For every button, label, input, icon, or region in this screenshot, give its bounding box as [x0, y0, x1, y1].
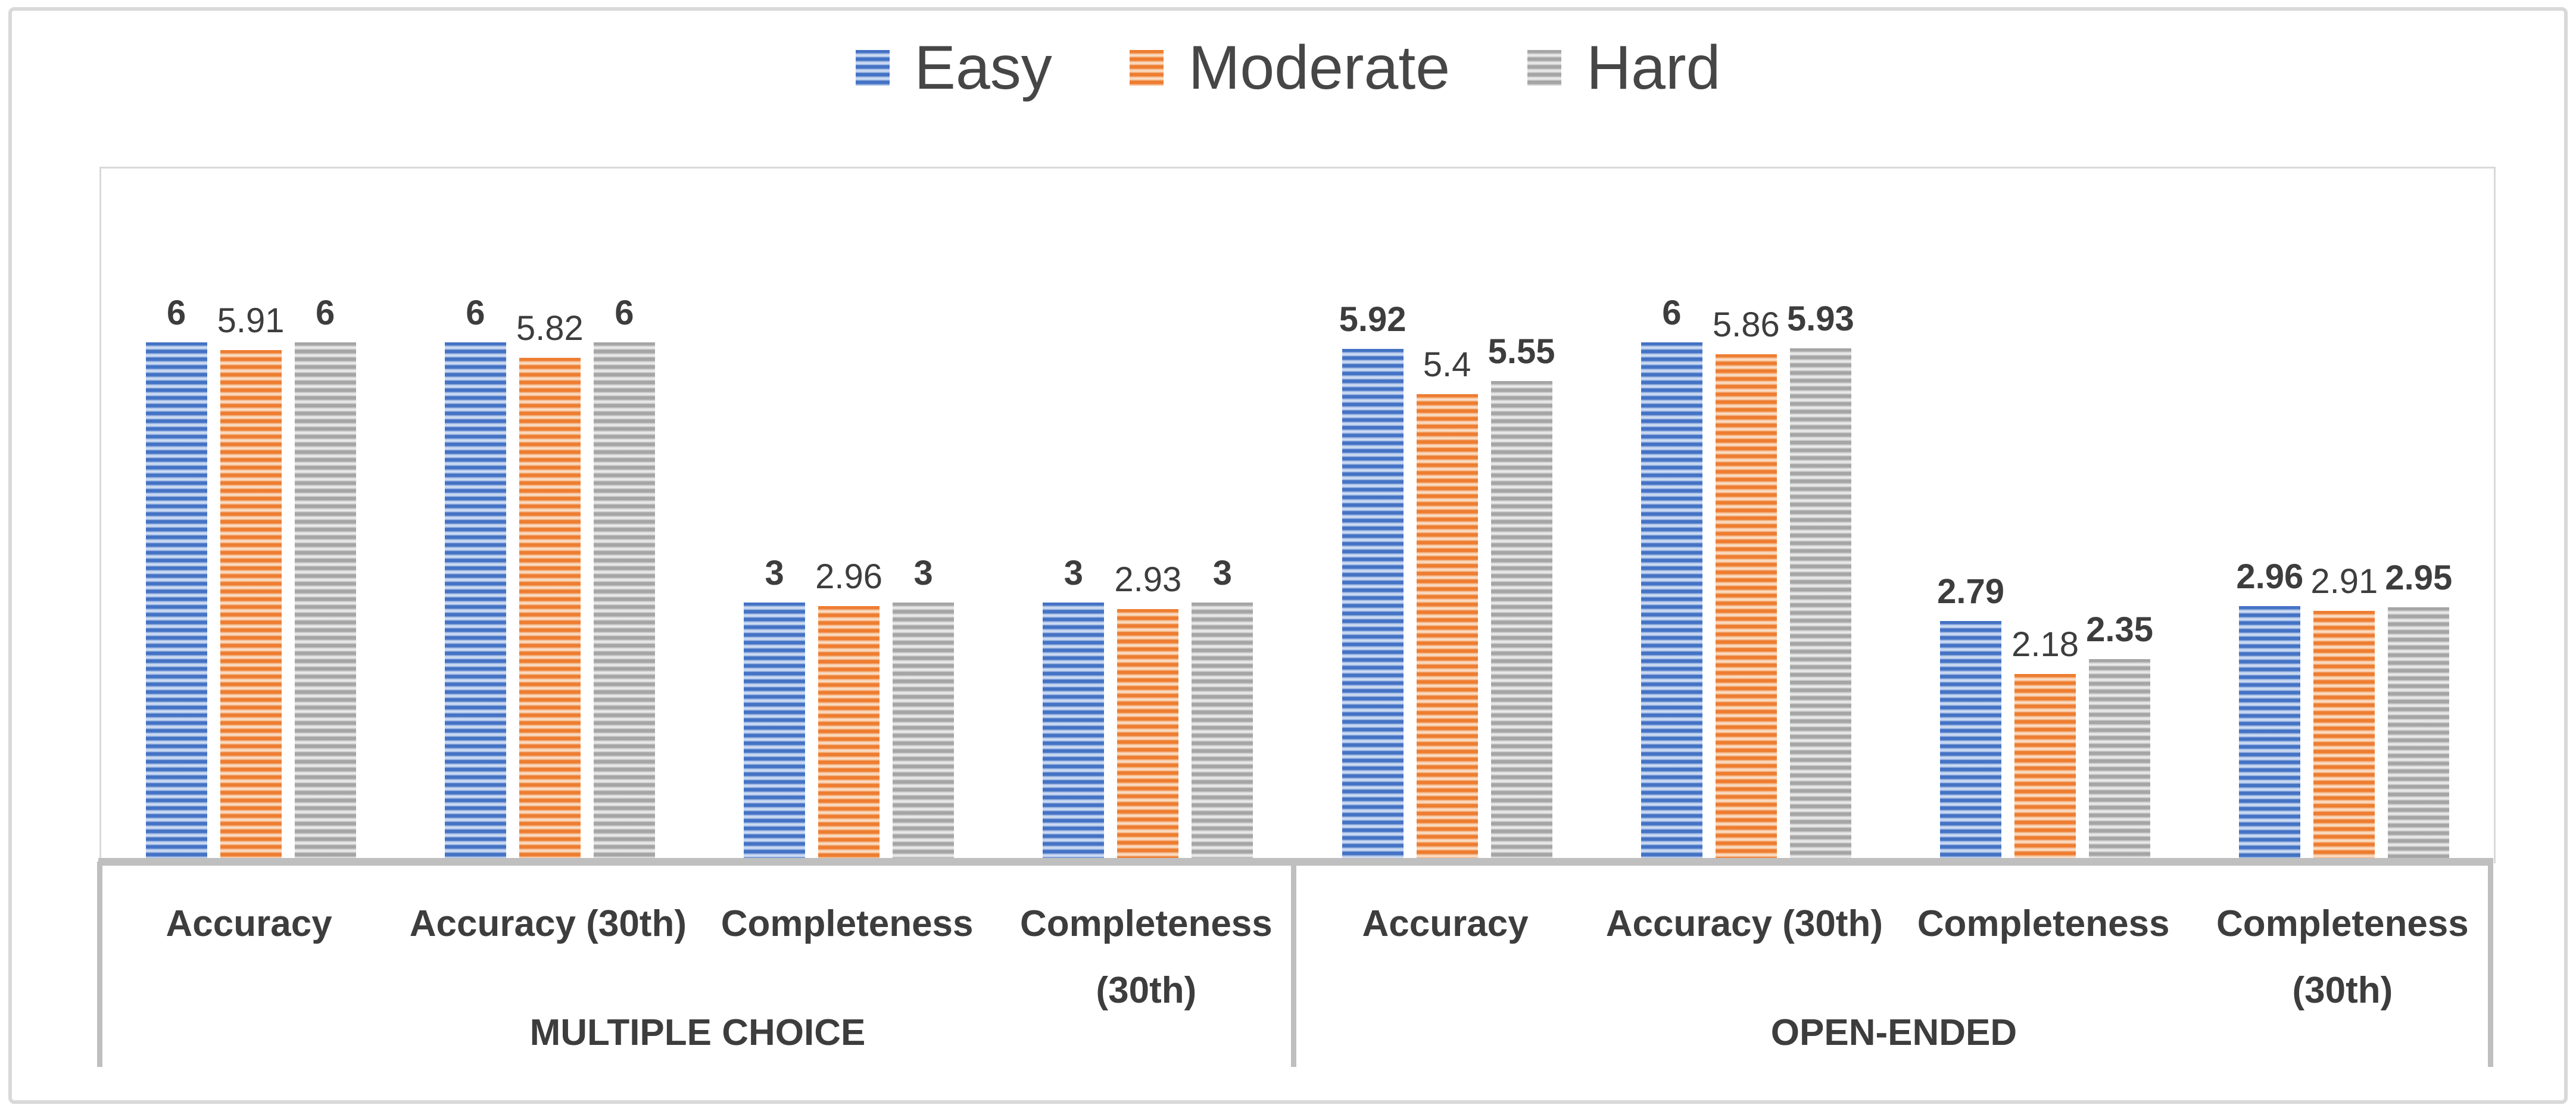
bar-hard-open-ended-completeness-30th: 2.95 — [2385, 561, 2452, 863]
bar-hard-multiple-choice-accuracy: 6 — [294, 296, 356, 863]
bar-cluster-open-ended-completeness: 2.79 2.18 2.35 — [1896, 168, 2195, 863]
group-label-multiple-choice: MULTIPLE CHOICE — [529, 1012, 866, 1053]
category-label-open-ended-accuracy-30th: Accuracy (30th) — [1605, 903, 1883, 944]
legend-label-hard: Hard — [1586, 33, 1721, 102]
legend-label-moderate: Moderate — [1188, 33, 1451, 102]
bar-easy-open-ended-accuracy: 5.92 — [1339, 302, 1406, 863]
legend-swatch-moderate-icon — [1129, 50, 1164, 86]
data-label-easy-open-ended-accuracy: 5.92 — [1339, 300, 1406, 339]
bar-cluster-multiple-choice-completeness: 3 2.96 3 — [700, 168, 999, 863]
data-label-easy-multiple-choice-accuracy-30th: 6 — [466, 294, 485, 332]
bar-moderate-multiple-choice-accuracy-30th: 5.82 — [516, 311, 584, 863]
axis-category-row-open-ended: Accuracy Accuracy (30th) Completeness Compl… — [1296, 866, 2492, 1011]
bar-easy-open-ended-accuracy-30th: 6 — [1641, 296, 1702, 863]
plot-group-multiple-choice: 6 5.91 6 6 5.82 6 3 2.96 3 3 2.93 3 — [101, 168, 1298, 863]
bar-moderate-multiple-choice-accuracy: 5.91 — [217, 304, 285, 863]
x-axis-label-zone: Accuracy Accuracy (30th) Completeness Compl… — [99, 866, 2492, 1067]
bar-cluster-multiple-choice-completeness-30th: 3 2.93 3 — [999, 168, 1298, 863]
category-label-multiple-choice-completeness: Completeness — [721, 903, 974, 944]
category-label-multiple-choice-accuracy-30th: Accuracy (30th) — [409, 903, 687, 944]
legend-item-moderate: Moderate — [1129, 33, 1451, 102]
data-label-moderate-multiple-choice-completeness-30th: 2.93 — [1114, 560, 1182, 599]
legend-swatch-hard-icon — [1527, 50, 1562, 86]
data-label-hard-open-ended-accuracy: 5.55 — [1487, 332, 1555, 371]
data-label-easy-open-ended-completeness-30th: 2.96 — [2236, 557, 2304, 596]
bar-moderate-open-ended-accuracy-30th: 5.86 — [1713, 308, 1780, 863]
axis-separator-left — [97, 862, 102, 1067]
bar-cluster-open-ended-completeness-30th: 2.96 2.91 2.95 — [2195, 168, 2494, 863]
bar-hard-open-ended-accuracy-30th: 5.93 — [1787, 302, 1854, 863]
data-label-moderate-open-ended-completeness: 2.18 — [2011, 625, 2079, 664]
bar-hard-multiple-choice-accuracy-30th: 6 — [593, 296, 655, 863]
bar-moderate-open-ended-completeness: 2.18 — [2011, 628, 2079, 863]
chart-legend: Easy Moderate Hard — [0, 37, 2576, 99]
data-label-easy-multiple-choice-accuracy: 6 — [166, 294, 186, 332]
bar-moderate-multiple-choice-completeness-30th: 2.93 — [1114, 563, 1181, 863]
data-label-easy-multiple-choice-completeness: 3 — [765, 554, 784, 592]
legend-item-easy: Easy — [855, 33, 1052, 102]
bar-cluster-open-ended-accuracy: 5.92 5.4 5.55 — [1298, 168, 1596, 863]
group-label-open-ended: OPEN-ENDED — [1770, 1012, 2017, 1053]
category-label-multiple-choice-completeness-30th: Completeness (30th) — [1019, 903, 1273, 1011]
bar-easy-multiple-choice-completeness: 3 — [744, 556, 806, 863]
data-label-moderate-multiple-choice-accuracy: 5.91 — [217, 301, 285, 340]
data-label-easy-multiple-choice-completeness-30th: 3 — [1064, 554, 1084, 592]
bar-moderate-open-ended-accuracy: 5.4 — [1416, 348, 1478, 863]
data-label-moderate-open-ended-accuracy-30th: 5.86 — [1712, 305, 1780, 344]
plot-group-open-ended: 5.92 5.4 5.55 6 5.86 5.93 2.79 2.18 2.35 2.96 2.91… — [1298, 168, 2494, 863]
bar-cluster-multiple-choice-accuracy-30th: 6 5.82 6 — [400, 168, 699, 863]
bar-hard-open-ended-accuracy: 5.55 — [1488, 335, 1555, 863]
data-label-hard-open-ended-completeness-30th: 2.95 — [2385, 558, 2453, 597]
data-label-easy-open-ended-completeness: 2.79 — [1937, 572, 2005, 611]
bar-hard-multiple-choice-completeness-30th: 3 — [1192, 556, 1253, 863]
data-label-hard-multiple-choice-completeness-30th: 3 — [1212, 554, 1233, 592]
axis-separator-right — [2488, 862, 2493, 1067]
bar-easy-open-ended-completeness-30th: 2.96 — [2236, 560, 2303, 863]
data-label-hard-open-ended-accuracy-30th: 5.93 — [1786, 299, 1854, 338]
data-label-easy-open-ended-accuracy-30th: 6 — [1662, 294, 1682, 332]
axis-group-multiple-choice: Accuracy Accuracy (30th) Completeness Compl… — [99, 866, 1296, 1067]
bar-hard-multiple-choice-completeness: 3 — [893, 556, 955, 863]
legend-swatch-easy-icon — [855, 50, 890, 86]
bar-easy-multiple-choice-accuracy-30th: 6 — [444, 296, 506, 863]
category-label-open-ended-completeness: Completeness — [1917, 903, 2170, 944]
category-label-open-ended-accuracy: Accuracy — [1362, 903, 1529, 944]
axis-separator-center — [1291, 862, 1296, 1067]
data-label-moderate-multiple-choice-accuracy-30th: 5.82 — [516, 309, 584, 348]
bar-hard-open-ended-completeness: 2.35 — [2086, 613, 2153, 863]
data-label-moderate-open-ended-accuracy: 5.4 — [1423, 345, 1471, 384]
category-label-multiple-choice-accuracy: Accuracy — [166, 903, 332, 944]
data-label-hard-multiple-choice-completeness: 3 — [913, 554, 933, 592]
category-label-open-ended-completeness-30th: Completeness (30th) — [2216, 903, 2469, 1011]
plot-area: 6 5.91 6 6 5.82 6 3 2.96 3 3 2.93 3 5.92 5.4 5.55 6 5.86… — [99, 167, 2496, 863]
data-label-hard-multiple-choice-accuracy-30th: 6 — [615, 294, 634, 332]
data-label-hard-multiple-choice-accuracy: 6 — [315, 294, 335, 332]
data-label-moderate-multiple-choice-completeness: 2.96 — [815, 557, 883, 596]
bar-cluster-open-ended-accuracy-30th: 6 5.86 5.93 — [1596, 168, 1895, 863]
bar-moderate-multiple-choice-completeness: 2.96 — [815, 560, 882, 863]
bar-moderate-open-ended-completeness-30th: 2.91 — [2310, 564, 2378, 863]
legend-item-hard: Hard — [1527, 33, 1721, 102]
bar-easy-multiple-choice-completeness-30th: 3 — [1043, 556, 1105, 863]
axis-category-row-multiple-choice: Accuracy Accuracy (30th) Completeness Compl… — [99, 866, 1296, 1011]
axis-group-open-ended: Accuracy Accuracy (30th) Completeness Compl… — [1296, 866, 2492, 1067]
legend-label-easy: Easy — [914, 33, 1052, 102]
bar-cluster-multiple-choice-accuracy: 6 5.91 6 — [101, 168, 400, 863]
data-label-moderate-open-ended-completeness-30th: 2.91 — [2310, 562, 2378, 601]
data-label-hard-open-ended-completeness: 2.35 — [2086, 610, 2154, 649]
bar-easy-open-ended-completeness: 2.79 — [1937, 575, 2004, 863]
bar-easy-multiple-choice-accuracy: 6 — [145, 296, 207, 863]
